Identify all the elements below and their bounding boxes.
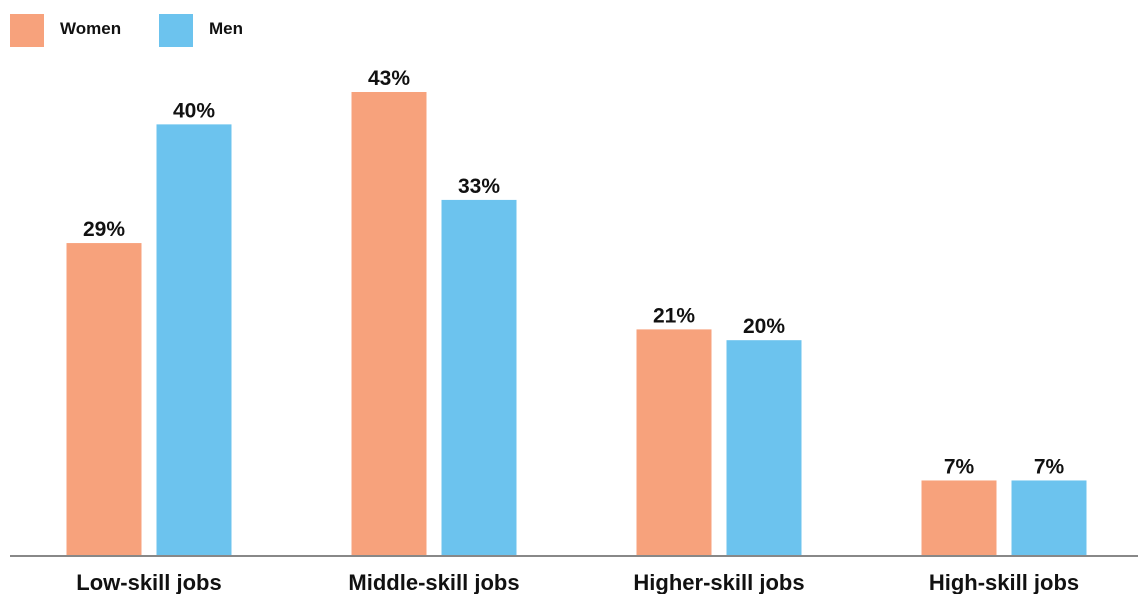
- value-label-men-3: 20%: [743, 315, 785, 338]
- category-label-3: Higher-skill jobs: [633, 570, 804, 594]
- bar-women-3: [636, 329, 712, 556]
- legend-label-men: Men: [209, 19, 243, 38]
- value-label-men-4: 7%: [1034, 455, 1065, 478]
- value-label-women-3: 21%: [653, 304, 695, 327]
- bars: [66, 92, 1087, 556]
- bar-women-2: [351, 92, 427, 556]
- category-label-1: Low-skill jobs: [76, 570, 221, 594]
- bar-men-3: [726, 340, 802, 556]
- bar-women-1: [66, 243, 142, 556]
- value-label-women-2: 43%: [368, 67, 410, 90]
- legend-label-women: Women: [60, 19, 121, 38]
- legend: Women Men: [10, 14, 243, 47]
- legend-swatch-men: [159, 14, 193, 47]
- bar-men-4: [1011, 480, 1087, 556]
- legend-swatch-women: [10, 14, 44, 47]
- value-label-men-1: 40%: [173, 99, 215, 122]
- category-labels: Low-skill jobs Middle-skill jobs Higher-sk…: [76, 570, 1079, 594]
- category-label-4: High-skill jobs: [929, 570, 1079, 594]
- bar-men-1: [156, 124, 232, 556]
- bar-men-2: [441, 199, 517, 556]
- value-labels: 29% 40% 43% 33% 21% 20% 7% 7%: [83, 67, 1065, 478]
- category-label-2: Middle-skill jobs: [348, 570, 519, 594]
- bar-women-4: [921, 480, 997, 556]
- value-label-women-4: 7%: [944, 455, 975, 478]
- value-label-men-2: 33%: [458, 175, 500, 198]
- value-label-women-1: 29%: [83, 218, 125, 241]
